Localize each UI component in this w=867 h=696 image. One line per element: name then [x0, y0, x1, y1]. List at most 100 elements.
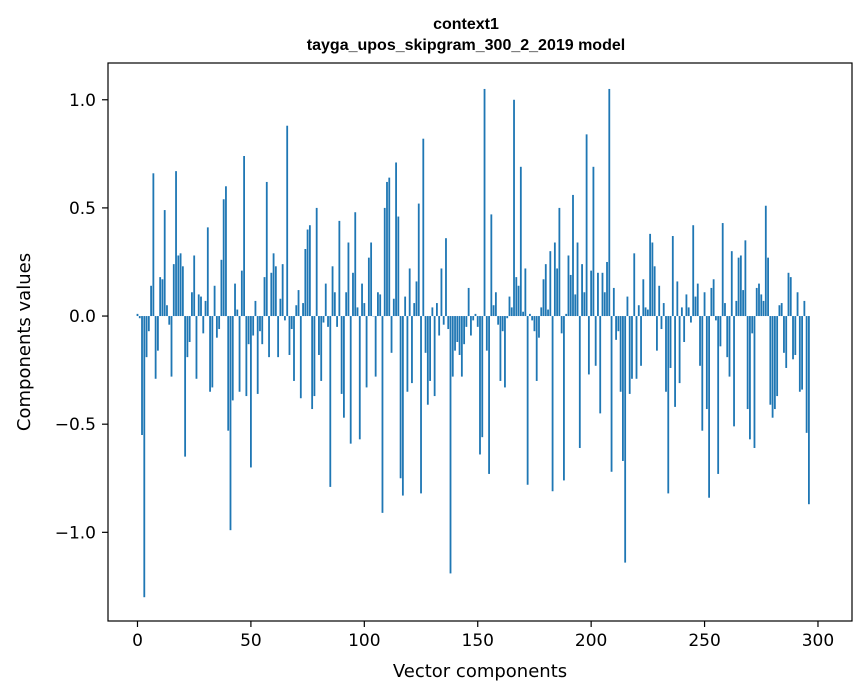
- bar-52: [254, 300, 257, 317]
- bar-124: [417, 203, 420, 317]
- bar-210: [612, 287, 615, 317]
- bar-8: [154, 316, 157, 379]
- bar-283: [778, 305, 781, 317]
- bar-139: [451, 316, 454, 377]
- bar-205: [601, 272, 604, 317]
- bar-164: [508, 296, 511, 317]
- y-tick-label: −1.0: [55, 523, 96, 543]
- bar-199: [587, 316, 590, 375]
- bar-244: [690, 316, 692, 323]
- bar-4: [145, 316, 148, 358]
- bar-15: [170, 316, 173, 377]
- bar-256: [717, 316, 720, 474]
- bar-60: [272, 253, 275, 317]
- bar-276: [762, 300, 765, 317]
- bar-296: [808, 316, 810, 505]
- bar-274: [758, 283, 760, 317]
- bar-112: [390, 316, 393, 353]
- bar-77: [311, 316, 314, 410]
- bar-31: [206, 227, 209, 317]
- bar-132: [436, 303, 438, 317]
- bar-257: [719, 316, 722, 347]
- bar-197: [583, 292, 586, 317]
- bar-59: [270, 272, 273, 317]
- bar-236: [671, 236, 674, 317]
- bar-269: [746, 316, 749, 410]
- bar-260: [726, 316, 729, 358]
- bar-145: [465, 316, 468, 327]
- bar-292: [798, 316, 801, 392]
- y-axis-ticks: −1.0 −0.5 0.0 0.5 1.0: [55, 91, 108, 543]
- bar-232: [662, 303, 665, 317]
- bar-67: [288, 316, 291, 355]
- bar-136: [445, 238, 447, 317]
- bar-143: [460, 316, 463, 377]
- bar-261: [728, 316, 731, 377]
- bar-36: [218, 316, 221, 330]
- bar-288: [789, 277, 792, 317]
- bar-170: [522, 311, 524, 317]
- bar-258: [721, 223, 724, 317]
- bar-167: [515, 277, 518, 317]
- x-tick-label: 300: [802, 631, 834, 651]
- bar-10: [159, 277, 162, 317]
- bar-85: [329, 316, 332, 487]
- bar-176: [535, 316, 538, 381]
- bar-56: [263, 277, 266, 317]
- bar-239: [678, 316, 681, 384]
- bar-109: [383, 207, 386, 317]
- bar-149: [474, 313, 477, 317]
- bar-225: [646, 309, 649, 317]
- bar-110: [386, 181, 388, 317]
- bar-27: [197, 294, 200, 317]
- bar-238: [676, 281, 679, 317]
- bar-114: [395, 162, 397, 317]
- bar-71: [297, 290, 300, 317]
- bar-293: [801, 316, 803, 390]
- bar-48: [245, 316, 248, 397]
- bar-96: [354, 212, 357, 317]
- bar-22: [186, 316, 189, 358]
- bar-250: [703, 292, 706, 317]
- y-tick-label: 0.5: [69, 199, 96, 219]
- bar-127: [424, 316, 427, 353]
- bar-211: [615, 316, 617, 340]
- bar-209: [610, 316, 613, 472]
- x-axis-ticks: 0 50 100 150 200 250 300: [132, 621, 834, 651]
- bar-146: [467, 287, 470, 317]
- bar-144: [463, 316, 466, 345]
- bar-226: [649, 233, 652, 317]
- bar-58: [268, 316, 270, 358]
- bar-268: [744, 240, 747, 317]
- bar-267: [742, 290, 745, 317]
- bar-219: [633, 253, 636, 317]
- bar-246: [694, 296, 697, 317]
- bar-43: [234, 283, 236, 317]
- bar-206: [603, 292, 606, 317]
- bar-46: [240, 270, 243, 317]
- bar-201: [592, 166, 595, 317]
- bar-159: [497, 316, 500, 325]
- bar-100: [363, 303, 366, 317]
- bar-42: [231, 316, 234, 401]
- bar-203: [597, 272, 599, 317]
- x-tick-label: 200: [575, 631, 607, 651]
- bar-74: [304, 249, 307, 317]
- bar-92: [345, 292, 348, 317]
- bar-17: [175, 171, 177, 317]
- bar-230: [658, 285, 661, 317]
- bar-134: [440, 268, 443, 317]
- bar-32: [209, 316, 211, 392]
- bar-224: [644, 307, 647, 317]
- bar-271: [751, 316, 754, 334]
- bar-150: [476, 316, 479, 327]
- bar-265: [737, 257, 740, 317]
- bar-66: [286, 125, 289, 317]
- bar-249: [701, 316, 704, 431]
- bar-196: [581, 264, 583, 317]
- bar-64: [281, 264, 284, 317]
- bar-147: [470, 316, 472, 336]
- bar-55: [261, 316, 264, 345]
- bar-119: [406, 316, 409, 392]
